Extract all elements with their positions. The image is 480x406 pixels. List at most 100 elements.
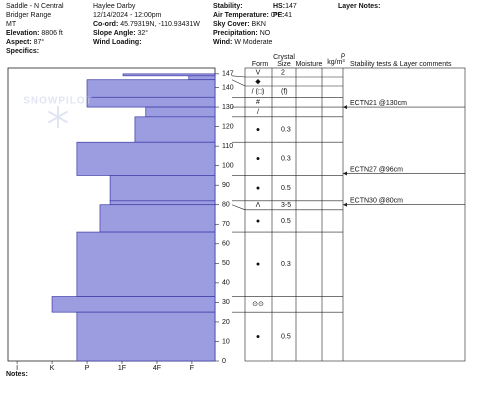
- hardness-bar: [76, 311, 216, 362]
- label: Precipitation:: [213, 30, 258, 37]
- value: 8806 ft: [41, 30, 62, 37]
- grain-form: /: [257, 109, 259, 116]
- hardness-bar: [86, 79, 216, 98]
- y-tick-label: 30: [222, 299, 230, 306]
- grain-form: ●: [256, 333, 260, 340]
- column-header: Form: [252, 61, 269, 68]
- grain-form: / (□): [252, 88, 265, 95]
- y-tick-label: 60: [222, 241, 230, 248]
- grain-size: 0.3: [281, 126, 291, 133]
- grain-form: ●: [256, 261, 260, 268]
- column-header: Crystal: [273, 54, 295, 61]
- label: Co-ord:: [93, 21, 118, 28]
- y-tick-label: 110: [222, 143, 233, 150]
- layer-connector: [231, 79, 246, 87]
- x-tick-label: 1F: [118, 365, 126, 372]
- test-label: ECTN27 @96cm: [350, 166, 403, 173]
- column-header: kg/m³: [327, 59, 345, 66]
- x-tick-label: F: [190, 365, 194, 372]
- y-tick-label: 130: [222, 104, 234, 111]
- label: Slope Angle:: [93, 30, 136, 37]
- slope: Slope Angle: 32°: [93, 29, 148, 37]
- wind: Wind: W Moderate: [213, 39, 273, 46]
- y-tick-label: 120: [222, 123, 234, 130]
- column-header: Size: [277, 61, 291, 68]
- value: 87°: [34, 38, 45, 46]
- hardness-bar: [188, 75, 216, 81]
- grain-form: ⊙⊙: [252, 301, 264, 308]
- value: 41: [284, 12, 292, 19]
- test-label: ECTN30 @80cm: [350, 198, 403, 205]
- grain-size: 0.5: [281, 333, 291, 340]
- air: Air Temperature: 0°C: [213, 11, 283, 19]
- y-tick-label: 10: [222, 338, 230, 345]
- hs: HS:147: [273, 3, 297, 10]
- label: Air Temperature:: [213, 12, 269, 19]
- logo: SNOWPILOT: [23, 96, 92, 128]
- state: MT: [6, 21, 17, 28]
- y-tick-label: 50: [222, 260, 230, 267]
- hardness-bar: [134, 116, 216, 143]
- grain-size: 0.3: [281, 261, 291, 268]
- observer: Haylee Darby: [93, 3, 136, 10]
- hardness-bar: [99, 204, 216, 233]
- grain-form: #: [256, 99, 260, 106]
- y-tick-label: 80: [222, 202, 230, 209]
- layer-connector: [231, 204, 246, 211]
- grain-form: ●: [256, 126, 260, 133]
- label: Sky Cover:: [213, 21, 250, 28]
- wind-loading: Wind Loading:: [93, 39, 142, 46]
- grain-form: ◆: [255, 78, 261, 85]
- hardness-bar: [109, 200, 216, 206]
- layers: [51, 73, 216, 362]
- y-tick-label: 40: [222, 280, 230, 287]
- value: W Moderate: [234, 39, 272, 46]
- hardness-bar: [76, 141, 216, 176]
- grain-form: ●: [256, 218, 260, 225]
- x-tick-label: P: [85, 365, 90, 372]
- value: BKN: [252, 21, 266, 28]
- notes-label: Notes:: [6, 371, 28, 378]
- label: PF:: [273, 12, 284, 19]
- value: 147: [285, 3, 297, 10]
- snowflake: [47, 106, 69, 128]
- grain-form: ●: [256, 185, 260, 192]
- layer-connector: [231, 75, 246, 78]
- grain-size: 3-5: [281, 202, 291, 209]
- y-tick-label: 140: [222, 84, 234, 91]
- grain-form: ●: [256, 156, 260, 163]
- hardness-bar: [109, 175, 216, 202]
- test-label: ECTN21 @130cm: [350, 100, 407, 107]
- label: Wind:: [213, 39, 232, 46]
- value: 32°: [137, 29, 148, 37]
- x-tick-label: K: [50, 365, 55, 372]
- header: Saddle - N Central Bridger Range MT Elev…: [6, 3, 380, 55]
- pf: PF:41: [273, 12, 292, 19]
- column-header: Moisture: [296, 61, 323, 68]
- x-tick-label: I: [16, 365, 18, 372]
- grain-form: Λ: [256, 202, 261, 209]
- y-tick-label: 0: [222, 358, 226, 365]
- label: Elevation:: [6, 30, 39, 37]
- grain-form: V: [256, 69, 261, 76]
- column-header: Stability tests & Layer comments: [350, 61, 452, 68]
- grain-size: 2: [281, 69, 285, 76]
- hardness-bar: [122, 73, 216, 77]
- column-header: ρ: [341, 52, 345, 59]
- value: NO: [260, 30, 271, 37]
- test-arrow: [343, 202, 347, 207]
- y-tick-label: 70: [222, 221, 230, 228]
- x-tick-label: 4F: [153, 365, 161, 372]
- datetime: 12/14/2024 - 12:00pm: [93, 12, 162, 19]
- test-arrow: [343, 171, 347, 176]
- hardness-bar: [145, 106, 216, 118]
- elevation: Elevation: 8806 ft: [6, 30, 63, 37]
- value: 45.79319N, -110.93431W: [120, 21, 200, 28]
- grain-size: 0.5: [281, 218, 291, 225]
- layer-notes: Layer Notes:: [338, 3, 380, 10]
- y-tick-label: 147: [222, 71, 234, 78]
- coord: Co-ord: 45.79319N, -110.93431W: [93, 21, 200, 28]
- precip: Precipitation: NO: [213, 30, 271, 37]
